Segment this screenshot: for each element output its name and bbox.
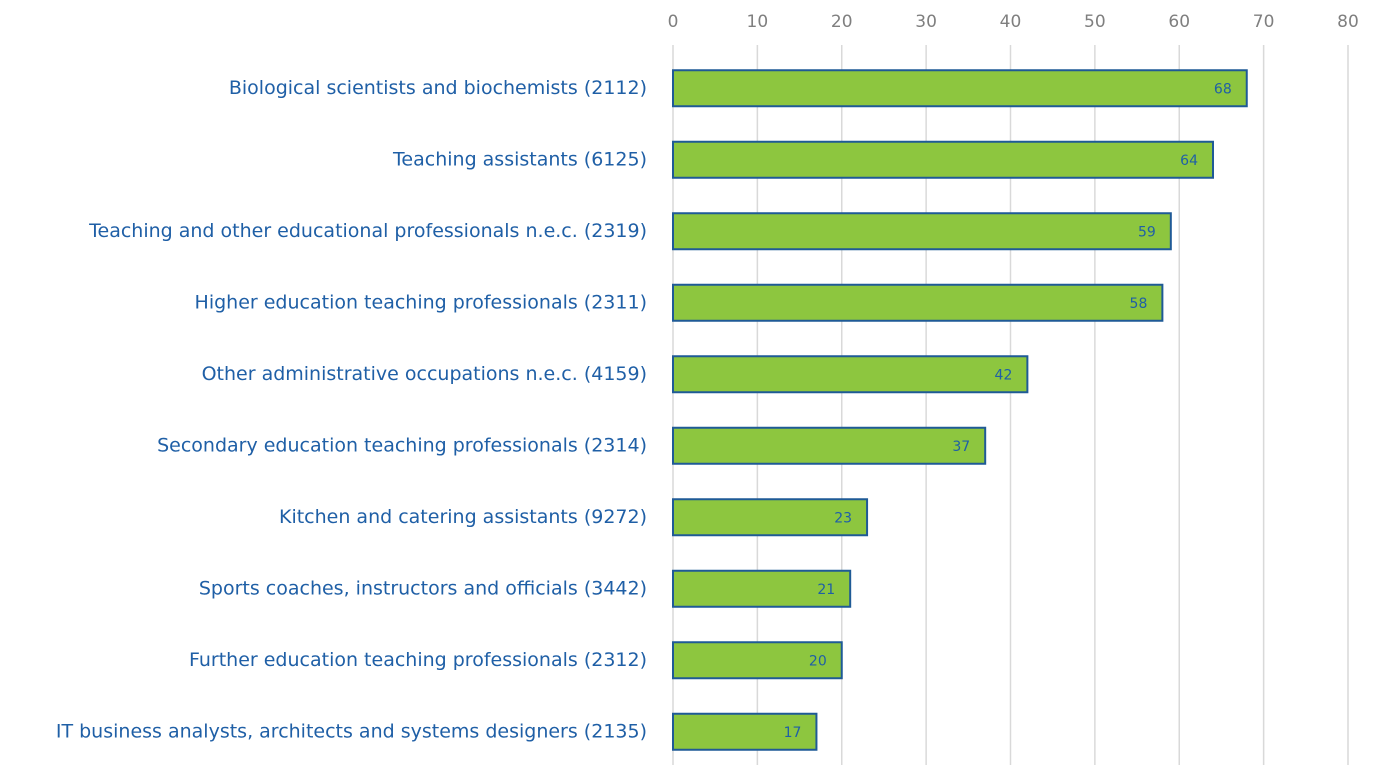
bar: [672, 283, 1164, 322]
data-label: 59: [1138, 224, 1156, 240]
bar: [672, 140, 1214, 179]
data-label: 37: [952, 439, 970, 455]
x-tick-label: 60: [1168, 12, 1190, 32]
x-tick-label: 80: [1337, 12, 1359, 32]
data-label: 42: [995, 367, 1013, 383]
bar: [672, 212, 1172, 251]
y-tick-label: Higher education teaching professionals …: [195, 291, 647, 313]
x-tick-label: 50: [1084, 12, 1106, 32]
bar: [672, 641, 843, 680]
bar: [672, 498, 869, 537]
data-label: 20: [809, 653, 827, 669]
bar: [672, 712, 818, 751]
x-tick-label: 0: [668, 12, 679, 32]
bar: [672, 69, 1248, 108]
bar: [672, 355, 1029, 394]
y-tick-label: Further education teaching professionals…: [189, 649, 647, 671]
data-label: 17: [784, 725, 802, 741]
data-label: 58: [1130, 296, 1148, 312]
y-tick-label: Biological scientists and biochemists (2…: [229, 77, 647, 99]
y-tick-label: Sports coaches, instructors and official…: [199, 577, 647, 599]
y-tick-label: IT business analysts, architects and sys…: [56, 720, 647, 742]
x-tick-label: 10: [747, 12, 769, 32]
data-label: 21: [817, 582, 835, 598]
x-tick-label: 20: [831, 12, 853, 32]
x-tick-label: 70: [1253, 12, 1275, 32]
x-tick-label: 40: [1000, 12, 1022, 32]
y-tick-label: Other administrative occupations n.e.c. …: [202, 363, 647, 385]
bar: [672, 426, 987, 465]
data-label: 68: [1214, 81, 1232, 97]
y-tick-label: Teaching assistants (6125): [392, 148, 647, 170]
bar: [672, 569, 852, 608]
data-label: 64: [1180, 153, 1198, 169]
x-tick-label: 30: [915, 12, 937, 32]
data-label: 23: [834, 510, 852, 526]
y-tick-label: Secondary education teaching professiona…: [157, 434, 647, 456]
y-tick-label: Kitchen and catering assistants (9272): [279, 506, 647, 528]
y-tick-label: Teaching and other educational professio…: [88, 220, 647, 242]
